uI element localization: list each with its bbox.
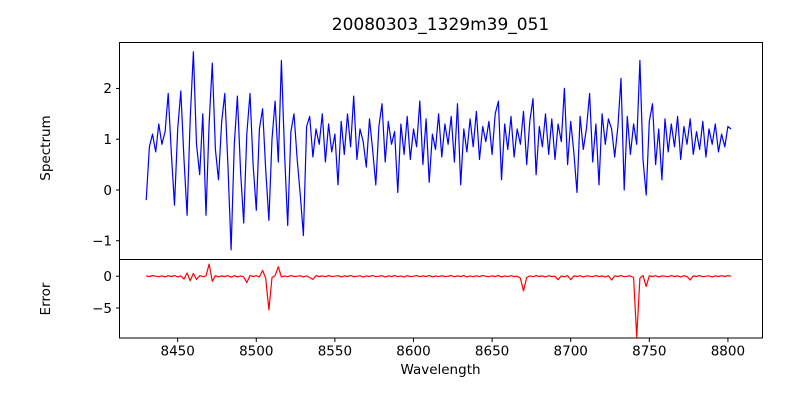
x-tick-label: 8650 <box>475 344 509 360</box>
y-tick-label: 0 <box>103 183 112 199</box>
y-tick-label: 1 <box>103 132 112 148</box>
y-tick-label: 0 <box>103 269 112 285</box>
y-tick-label: −1 <box>92 234 112 250</box>
chart-title: 20080303_1329m39_051 <box>332 15 549 35</box>
x-tick-label: 8800 <box>711 344 745 360</box>
x-tick-label: 8450 <box>160 344 194 360</box>
spectrum-y-axis-label: Spectrum <box>38 115 54 180</box>
y-tick-label: 2 <box>103 81 112 97</box>
x-tick-label: 8500 <box>239 344 273 360</box>
spectrum-line <box>145 51 732 251</box>
y-tick-label: −5 <box>92 301 112 317</box>
x-tick-label: 8750 <box>632 344 666 360</box>
x-tick-label: 8550 <box>318 344 352 360</box>
error-y-axis-label: Error <box>38 282 54 315</box>
x-tick-label: 8700 <box>554 344 588 360</box>
wavelength-x-axis-label: Wavelength <box>400 362 480 378</box>
error-line <box>146 263 732 338</box>
x-tick-label: 8600 <box>396 344 430 360</box>
error-plot-frame <box>119 259 763 339</box>
plot-content: −1 0 1 2 −5 0 8450 8500 8550 8600 8650 8700 8750 8800 <box>92 51 745 360</box>
